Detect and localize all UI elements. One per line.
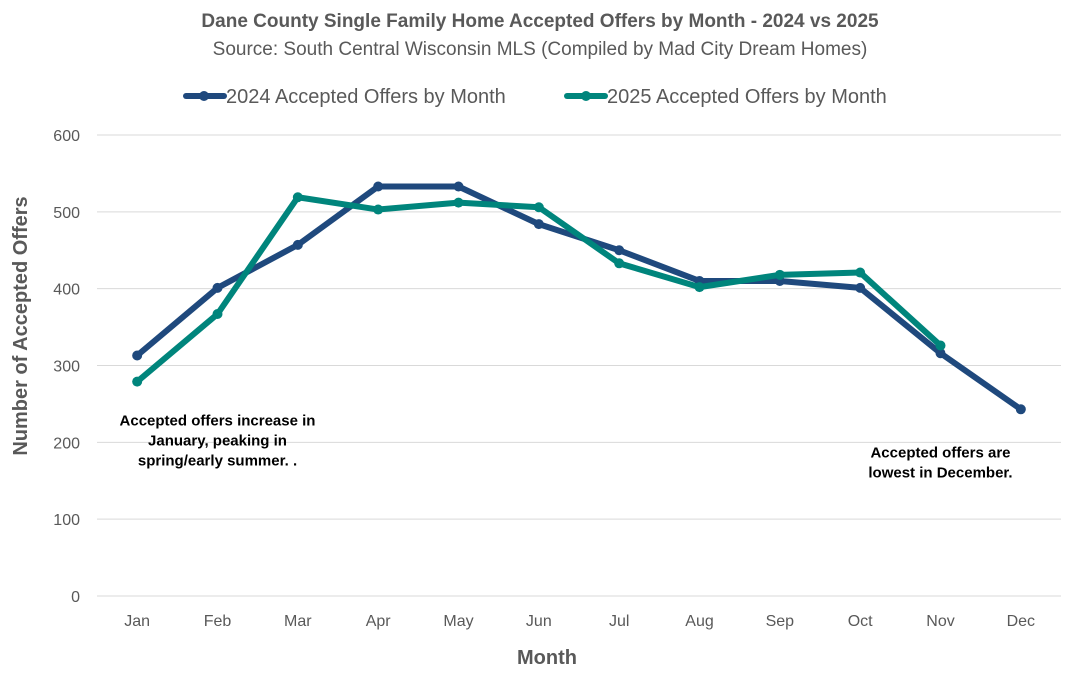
x-tick-label: May [443,613,473,630]
data-point [533,202,544,213]
legend-marker-2024 [199,91,209,101]
y-axis-ticks: 0 100 200 300 400 500 600 [53,128,80,606]
data-point [292,192,303,203]
x-tick-label: Oct [848,613,873,630]
annotation-line: January, peaking in [148,432,287,449]
series-1 [132,192,946,387]
legend-label-2024: 2024 Accepted Offers by Month [226,86,506,108]
x-tick-label: Mar [284,613,312,630]
y-tick-label: 100 [53,512,80,529]
data-point [614,245,625,256]
data-point [855,267,866,278]
annotation-line: Accepted offers are [870,445,1010,462]
chart-subtitle: Source: South Central Wisconsin MLS (Com… [213,39,868,60]
annotation-line: Accepted offers increase in [120,412,316,429]
chart-title: Dane County Single Family Home Accepted … [201,11,879,32]
data-point [533,219,544,230]
x-tick-label: Apr [366,613,392,630]
series-lines [132,181,1026,415]
y-axis-title: Number of Accepted Offers [10,196,32,455]
data-point [694,282,705,293]
data-point [373,204,384,215]
y-tick-label: 500 [53,205,80,222]
x-tick-label: Aug [685,613,713,630]
x-tick-label: Nov [926,613,954,630]
annotation-line: spring/early summer. . [138,452,297,469]
annotation-line: lowest in December. [868,465,1012,482]
data-point [453,197,464,208]
data-point [453,181,464,192]
data-point [212,282,223,293]
legend-marker-2025 [581,91,591,101]
x-tick-label: Jan [124,613,150,630]
x-tick-label: Dec [1007,613,1035,630]
data-point [132,350,143,361]
data-point [373,181,384,192]
x-axis-title: Month [517,647,577,669]
legend-label-2025: 2025 Accepted Offers by Month [607,86,887,108]
data-point [774,269,785,280]
data-point [935,340,946,351]
y-tick-label: 600 [53,128,80,145]
annotations: Accepted offers increase in January, peak… [120,412,1013,481]
x-tick-label: Jul [609,613,629,630]
x-tick-label: Sep [766,613,795,630]
data-point [1015,404,1026,415]
gridlines [97,134,1061,597]
x-axis-ticks: Jan Feb Mar Apr May Jun Jul Aug Sep Oct Nov Dec [124,613,1035,630]
x-tick-label: Feb [204,613,232,630]
data-point [212,309,223,320]
data-point [935,348,946,359]
y-tick-label: 0 [71,589,80,606]
y-tick-label: 400 [53,282,80,299]
y-tick-label: 200 [53,435,80,452]
x-tick-label: Jun [526,613,552,630]
data-point [292,239,303,250]
data-point [132,376,143,387]
legend: 2024 Accepted Offers by Month 2025 Accep… [183,86,887,108]
data-point [855,282,866,293]
y-tick-label: 300 [53,359,80,376]
data-point [614,258,625,269]
